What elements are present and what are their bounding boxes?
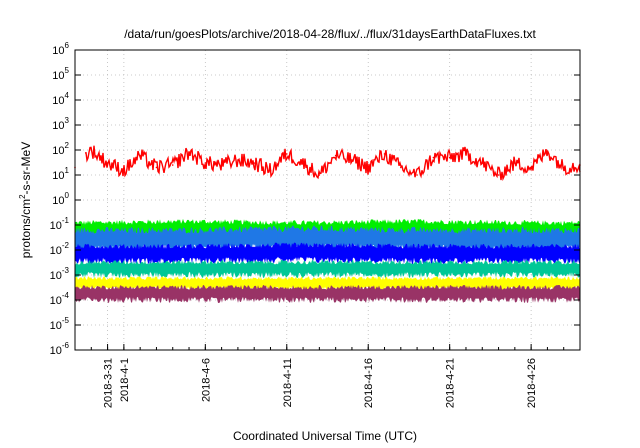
data-point <box>367 166 370 169</box>
data-point <box>448 156 451 159</box>
y-axis-label: protons/cm2-s-sr-MeV <box>18 142 33 258</box>
y-tick-label: 102 <box>52 141 69 157</box>
y-tick-label: 105 <box>52 66 69 82</box>
data-point <box>416 174 418 176</box>
y-tick-label: 10-5 <box>50 316 70 332</box>
data-point <box>514 162 516 164</box>
x-tick-label: 2018-4-16 <box>363 358 375 408</box>
data-point <box>139 154 141 157</box>
data-point <box>106 162 109 164</box>
data-point <box>334 154 337 157</box>
data-point <box>188 151 190 154</box>
x-tick-label: 2018-4-1 <box>119 358 131 402</box>
data-point <box>237 159 239 161</box>
series-lines <box>74 145 581 182</box>
data-point <box>465 153 467 155</box>
data-point <box>400 166 402 169</box>
chart-title: /data/run/goesPlots/archive/2018-04-28/f… <box>124 27 536 41</box>
series-line <box>84 145 581 182</box>
y-tick-label: 106 <box>52 41 69 57</box>
data-point <box>269 169 272 172</box>
data-point <box>204 162 207 164</box>
y-tick-label: 101 <box>52 166 69 182</box>
data-point <box>562 166 565 169</box>
flux-band <box>75 242 580 265</box>
data-bands <box>75 218 580 303</box>
data-point <box>285 153 288 155</box>
data-point <box>155 166 158 169</box>
data-point <box>123 169 125 172</box>
data-point <box>171 164 174 166</box>
data-point <box>481 162 484 164</box>
x-tick-label: 2018-4-26 <box>526 358 538 408</box>
data-point <box>383 153 386 155</box>
x-tick-label: 2018-4-11 <box>282 358 294 407</box>
data-point <box>497 174 500 176</box>
y-tick-label: 100 <box>52 191 69 207</box>
data-point <box>530 166 532 169</box>
axis-ticks: 10-6 10-5 10-4 10-3 10-2 10-1 100 101 102 103 104 1… <box>50 41 581 408</box>
y-tick-label: 10-4 <box>50 291 70 307</box>
data-point <box>318 174 321 176</box>
y-tick-label: 10-1 <box>50 216 70 232</box>
x-axis-label: Coordinated Universal Time (UTC) <box>233 429 417 443</box>
y-tick-label: 104 <box>52 91 69 107</box>
data-point <box>220 164 223 166</box>
x-tick-label: 2018-3-31 <box>103 358 115 408</box>
y-tick-label: 103 <box>52 116 69 132</box>
data-point <box>546 150 549 152</box>
flux-band <box>75 260 580 278</box>
data-point <box>90 149 93 151</box>
data-point <box>253 162 255 164</box>
data-point <box>302 162 304 164</box>
flux-band <box>75 285 580 303</box>
x-tick-label: 2018-4-21 <box>445 358 457 408</box>
data-point <box>432 156 435 159</box>
x-tick-label: 2018-4-6 <box>200 358 212 402</box>
y-tick-label: 10-3 <box>50 266 70 282</box>
y-tick-label: 10-2 <box>50 241 70 257</box>
grid <box>75 49 580 351</box>
data-point <box>351 159 353 161</box>
y-tick-label: 10-6 <box>50 341 70 357</box>
